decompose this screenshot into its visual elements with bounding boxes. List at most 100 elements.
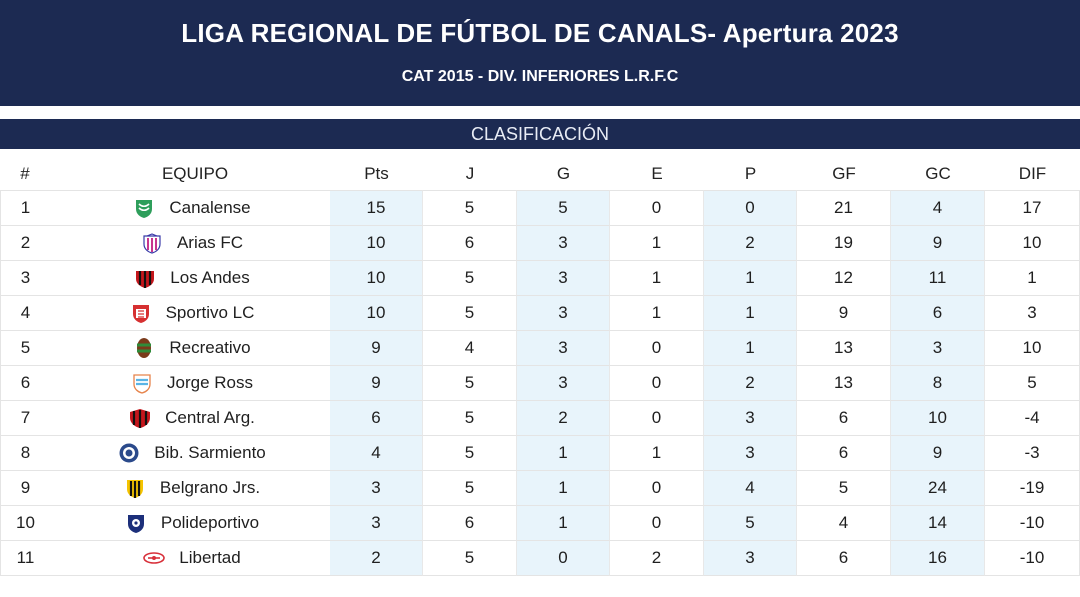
g-cell: 1 [517, 436, 610, 471]
gf-cell: 12 [797, 261, 891, 296]
pts-cell: 9 [330, 366, 423, 401]
team-name: Arias FC [176, 233, 244, 252]
pts-cell: 6 [330, 401, 423, 436]
gc-cell: 6 [891, 296, 985, 331]
gf-cell: 13 [797, 331, 891, 366]
table-row: 8 Bib. Sarmiento 4 5 1 1 3 6 9 -3 [0, 436, 1080, 471]
table-row: 10 Polideportivo 3 6 1 0 5 4 14 -10 [0, 506, 1080, 541]
dif-cell: 10 [985, 331, 1080, 366]
team-name: Polideportivo [160, 513, 260, 532]
p-cell: 2 [704, 226, 797, 261]
team-cell: Belgrano Jrs. [50, 471, 330, 506]
pos-cell: 11 [0, 541, 50, 576]
team-cell: Canalense [50, 190, 330, 226]
table-header-row: # EQUIPO Pts J G E P GF GC DIF [0, 157, 1080, 190]
p-cell: 0 [704, 190, 797, 226]
column-header-gf: GF [832, 163, 856, 183]
team-name: Sportivo LC [165, 303, 255, 322]
p-cell: 3 [704, 541, 797, 576]
team-name: Jorge Ross [167, 373, 253, 392]
dif-cell: -10 [985, 541, 1080, 576]
g-cell: 0 [517, 541, 610, 576]
g-cell: 3 [517, 366, 610, 401]
pos-cell: 8 [0, 436, 50, 471]
pos-cell: 5 [0, 331, 50, 366]
page-subtitle: CAT 2015 - DIV. INFERIORES L.R.F.C [401, 68, 679, 85]
sarmiento-crest-icon [118, 442, 140, 464]
gc-cell: 16 [891, 541, 985, 576]
table-row: 1 Canalense 15 5 5 0 0 21 4 17 [0, 190, 1080, 226]
pos-cell: 2 [0, 226, 50, 261]
gf-cell: 6 [797, 436, 891, 471]
j-cell: 5 [423, 436, 517, 471]
j-cell: 6 [423, 226, 517, 261]
column-header-p: P [744, 163, 757, 183]
e-cell: 0 [610, 190, 704, 226]
polideportivo-crest-icon [125, 512, 147, 534]
j-cell: 5 [423, 190, 517, 226]
e-cell: 0 [610, 331, 704, 366]
team-name: Bib. Sarmiento [154, 443, 266, 462]
pos-cell: 4 [0, 296, 50, 331]
j-cell: 6 [423, 506, 517, 541]
g-cell: 3 [517, 296, 610, 331]
team-cell: Polideportivo [50, 506, 330, 541]
j-cell: 5 [423, 261, 517, 296]
team-cell: Central Arg. [50, 401, 330, 436]
pts-cell: 2 [330, 541, 423, 576]
pos-cell: 3 [0, 261, 50, 296]
page-title: LIGA REGIONAL DE FÚTBOL DE CANALS- Apert… [181, 18, 899, 48]
team-name: Los Andes [170, 268, 250, 287]
team-cell: Recreativo [50, 331, 330, 366]
sportivo-crest-icon [130, 302, 152, 324]
page-header: LIGA REGIONAL DE FÚTBOL DE CANALS- Apert… [0, 0, 1080, 106]
gf-cell: 6 [797, 401, 891, 436]
dif-cell: -4 [985, 401, 1080, 436]
e-cell: 0 [610, 506, 704, 541]
belgrano-crest-icon [124, 477, 146, 499]
pts-cell: 3 [330, 471, 423, 506]
pos-cell: 10 [0, 506, 50, 541]
g-cell: 1 [517, 471, 610, 506]
gf-cell: 9 [797, 296, 891, 331]
gc-cell: 10 [891, 401, 985, 436]
j-cell: 5 [423, 541, 517, 576]
gf-cell: 13 [797, 366, 891, 401]
gc-cell: 11 [891, 261, 985, 296]
pts-cell: 10 [330, 226, 423, 261]
table-row: 5 Recreativo 9 4 3 0 1 13 3 10 [0, 331, 1080, 366]
table-row: 3 Los Andes 10 5 3 1 1 12 11 1 [0, 261, 1080, 296]
gc-cell: 14 [891, 506, 985, 541]
pos-cell: 9 [0, 471, 50, 506]
gc-cell: 4 [891, 190, 985, 226]
g-cell: 2 [517, 401, 610, 436]
gc-cell: 8 [891, 366, 985, 401]
g-cell: 3 [517, 261, 610, 296]
dif-cell: 5 [985, 366, 1080, 401]
e-cell: 1 [610, 436, 704, 471]
team-name: Libertad [179, 548, 241, 567]
g-cell: 3 [517, 331, 610, 366]
e-cell: 0 [610, 401, 704, 436]
column-header-gc: GC [925, 163, 951, 183]
pos-cell: 6 [0, 366, 50, 401]
pts-cell: 4 [330, 436, 423, 471]
p-cell: 4 [704, 471, 797, 506]
pts-cell: 10 [330, 261, 423, 296]
gc-cell: 9 [891, 436, 985, 471]
pts-cell: 10 [330, 296, 423, 331]
e-cell: 0 [610, 471, 704, 506]
e-cell: 1 [610, 296, 704, 331]
team-name: Belgrano Jrs. [159, 478, 261, 497]
dif-cell: -19 [985, 471, 1080, 506]
jorge-ross-crest-icon [131, 372, 153, 394]
team-cell: Libertad [50, 541, 330, 576]
p-cell: 3 [704, 436, 797, 471]
dif-cell: 17 [985, 190, 1080, 226]
table-row: 7 Central Arg. 6 5 2 0 3 6 10 -4 [0, 401, 1080, 436]
pts-cell: 15 [330, 190, 423, 226]
gf-cell: 19 [797, 226, 891, 261]
p-cell: 1 [704, 296, 797, 331]
e-cell: 1 [610, 261, 704, 296]
team-cell: Bib. Sarmiento [50, 436, 330, 471]
